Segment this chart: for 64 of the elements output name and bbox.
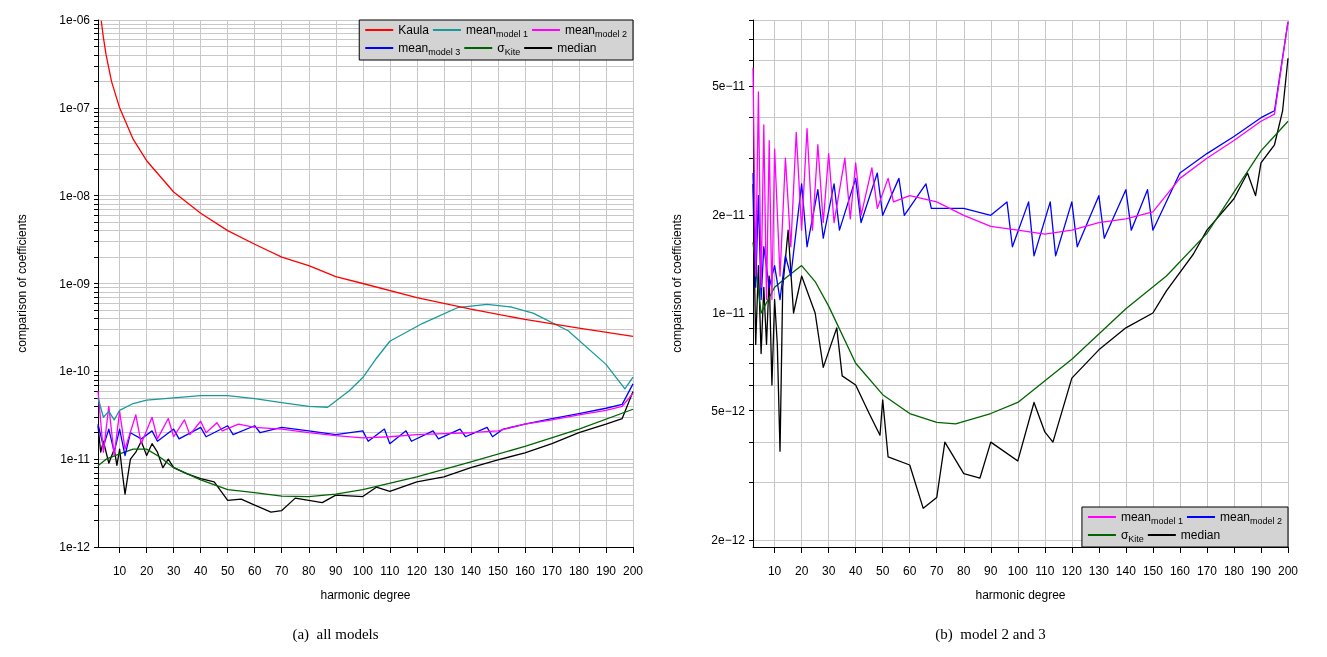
- x-tick-label: 30: [821, 564, 836, 578]
- x-tick-label: 170: [541, 564, 563, 578]
- x-tick-label: 80: [302, 564, 316, 578]
- x-tick-label: 130: [1088, 564, 1110, 578]
- x-tick-label: 150: [487, 564, 509, 578]
- x-tick-label: 100: [352, 564, 374, 578]
- x-tick-label: 60: [248, 564, 262, 578]
- y-tick-label: 1e-09: [59, 276, 91, 291]
- x-tick-label: 160: [514, 564, 536, 578]
- x-tick-label: 180: [1223, 564, 1245, 578]
- y-tick-label: 1e-06: [59, 13, 91, 27]
- legend-label: median: [1180, 528, 1221, 542]
- x-tick-label: 160: [1169, 564, 1191, 578]
- x-tick-label: 90: [984, 564, 998, 578]
- x-tick-label: 90: [329, 564, 343, 578]
- x-tick-label: 190: [1250, 564, 1272, 578]
- legend-label: Kaula: [398, 23, 430, 37]
- x-tick-label: 120: [1061, 564, 1083, 578]
- x-axis-title: harmonic degree: [975, 588, 1066, 602]
- x-tick-label: 140: [460, 564, 482, 578]
- y-axis-title: comparison of coefficients: [15, 214, 29, 353]
- x-tick-label: 40: [849, 564, 863, 578]
- x-tick-label: 180: [568, 564, 590, 578]
- x-tick-label: 130: [433, 564, 455, 578]
- y-tick-label: 1e−11: [712, 306, 746, 320]
- x-tick-label: 200: [1277, 564, 1299, 578]
- x-tick-label: 60: [903, 564, 917, 578]
- x-tick-label: 20: [794, 564, 809, 578]
- x-tick-label: 80: [957, 564, 971, 578]
- x-tick-label: 70: [275, 564, 289, 578]
- line-series: [97, 408, 634, 498]
- x-tick-label: 50: [876, 564, 890, 578]
- y-tick-label: 1e-07: [59, 100, 91, 115]
- x-tick-label: 150: [1142, 564, 1164, 578]
- x-tick-label: 30: [166, 564, 181, 578]
- y-tick-label: 2e−11: [712, 208, 746, 223]
- y-tick-label: 5e−11: [712, 79, 746, 94]
- y-tick-label: 1e-10: [59, 364, 91, 379]
- x-axis-title: harmonic degree: [320, 588, 411, 602]
- x-tick-label: 20: [139, 564, 154, 578]
- legend-label: median: [557, 41, 597, 55]
- y-tick-label: 2e−12: [711, 532, 746, 547]
- y-tick-label: 1e-08: [59, 188, 91, 203]
- x-tick-label: 110: [380, 564, 400, 578]
- text: (b) model 2 and 3: [935, 625, 1046, 643]
- x-tick-label: 10: [767, 564, 782, 578]
- x-tick-label: 140: [1115, 564, 1137, 578]
- y-axis-title: comparison of coefficients: [670, 214, 684, 353]
- text: (a) all models: [292, 625, 379, 643]
- x-tick-label: 10: [112, 564, 127, 578]
- x-tick-label: 170: [1196, 564, 1218, 578]
- x-tick-label: 190: [595, 564, 617, 578]
- x-tick-label: 50: [221, 564, 235, 578]
- x-tick-label: 70: [930, 564, 944, 578]
- line-series: [752, 120, 1289, 425]
- y-tick-label: 5e−12: [711, 403, 746, 418]
- x-tick-label: 100: [1007, 564, 1029, 578]
- y-tick-label: 1e-12: [59, 540, 91, 554]
- line-series: [97, 303, 634, 421]
- x-tick-label: 110: [1035, 564, 1055, 578]
- x-tick-label: 120: [406, 564, 428, 578]
- x-tick-label: 200: [622, 564, 644, 578]
- x-tick-label: 40: [194, 564, 208, 578]
- y-tick-label: 1e-11: [60, 452, 91, 467]
